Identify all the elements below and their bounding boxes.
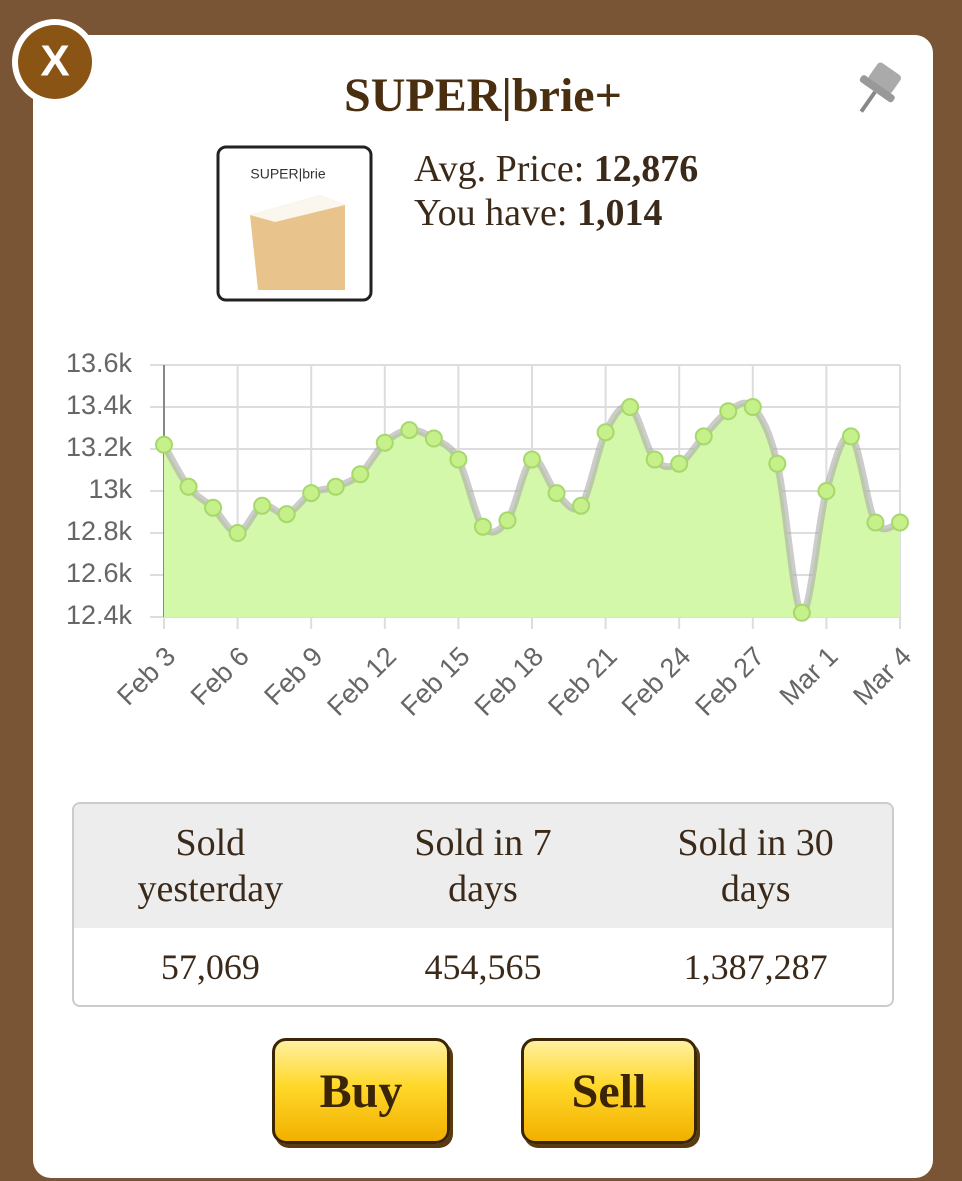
point <box>253 496 272 515</box>
close-label: X <box>40 37 69 86</box>
point <box>449 450 468 469</box>
y-tick-label: 12.6k <box>66 558 133 588</box>
point <box>155 435 173 454</box>
avg-price-value: 12,876 <box>594 148 699 190</box>
table-value: 1,387,287 <box>683 946 828 987</box>
point <box>302 484 321 503</box>
have: You have: 1,014 <box>414 192 662 234</box>
avg-price-label: Avg. Price: <box>414 148 584 190</box>
sales-table: Sold yesterday Sold in 7 days Sold in 30… <box>72 802 894 1007</box>
y-tick-label: 12.4k <box>66 600 133 630</box>
point <box>572 496 591 515</box>
table-header: Sold in 7 days <box>346 804 620 928</box>
table-value: 454,565 <box>424 946 542 987</box>
point <box>400 421 419 440</box>
point <box>204 498 223 517</box>
pin-base <box>859 75 895 103</box>
area <box>164 403 900 617</box>
point <box>792 603 811 622</box>
point <box>375 433 394 452</box>
point <box>179 477 198 496</box>
point <box>547 484 566 503</box>
point <box>326 477 345 496</box>
title: SUPER|brie+ <box>344 69 622 122</box>
image-label: SUPER|brie <box>250 166 325 182</box>
point <box>719 402 738 421</box>
pin-needle <box>859 90 877 113</box>
point <box>424 429 443 448</box>
table-header: Sold yesterday <box>74 804 347 928</box>
avg-price: Avg. Price: 12,876 <box>414 148 698 190</box>
table-header: Sold in 30 days <box>619 804 892 928</box>
point <box>523 450 541 469</box>
cheese-top <box>250 195 345 222</box>
y-tick-label: 13k <box>88 474 132 504</box>
point <box>743 398 762 416</box>
point <box>841 427 860 446</box>
have-label: You have: <box>414 192 567 234</box>
point <box>768 454 787 473</box>
point <box>473 517 492 536</box>
point <box>277 505 296 524</box>
table-value: 57,069 <box>160 946 260 987</box>
have-value: 1,014 <box>577 192 663 234</box>
point <box>498 511 517 530</box>
close-bg <box>18 25 92 99</box>
close-button[interactable]: X <box>12 19 98 105</box>
y-tick-label: 13.4k <box>66 390 133 420</box>
buy-button[interactable]: Buy <box>272 1038 450 1144</box>
point <box>621 398 640 416</box>
point <box>645 450 664 469</box>
point <box>670 454 689 473</box>
y-tick-label: 13.6k <box>66 348 133 378</box>
point <box>891 513 909 532</box>
point <box>817 482 836 500</box>
pin-icon[interactable] <box>845 58 908 124</box>
point <box>596 423 615 442</box>
y-tick-label: 12.8k <box>66 516 133 546</box>
point <box>228 524 247 542</box>
point <box>351 465 370 484</box>
point <box>866 513 885 532</box>
sell-button[interactable]: Sell <box>521 1038 697 1144</box>
point <box>694 427 713 446</box>
y-tick-label: 13.2k <box>66 432 133 462</box>
